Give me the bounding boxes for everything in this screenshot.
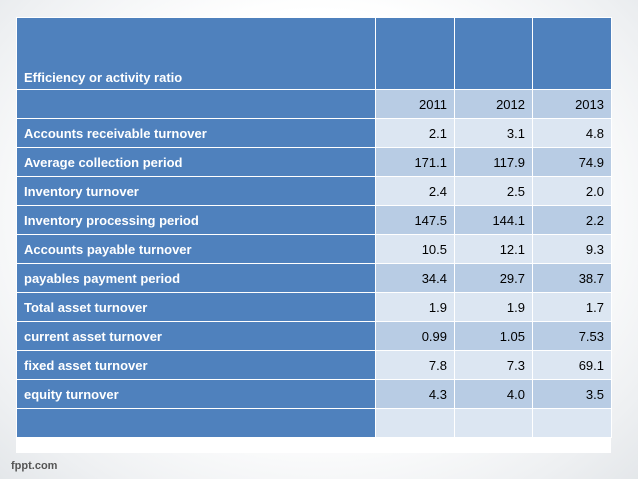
year-row-label-cell [16, 89, 376, 119]
row-value: 1.05 [454, 321, 533, 351]
row-value: 147.5 [375, 205, 455, 235]
row-value: 69.1 [532, 350, 612, 380]
table-title: Efficiency or activity ratio [16, 17, 376, 90]
footer-logo-text: fppt.com [11, 460, 58, 472]
empty-cell [532, 408, 612, 438]
table-row: Inventory turnover 2.4 2.5 2.0 [16, 176, 612, 206]
row-value: 29.7 [454, 263, 533, 293]
row-value: 1.9 [454, 292, 533, 322]
year-row: 2011 2012 2013 [16, 89, 612, 119]
row-value: 34.4 [375, 263, 455, 293]
row-label: current asset turnover [16, 321, 376, 351]
table-row: payables payment period 34.4 29.7 38.7 [16, 263, 612, 293]
table-row: Accounts payable turnover 10.5 12.1 9.3 [16, 234, 612, 264]
row-value: 3.1 [454, 118, 533, 148]
row-label: Accounts receivable turnover [16, 118, 376, 148]
year-2011: 2011 [375, 89, 455, 119]
efficiency-ratio-table: Efficiency or activity ratio 2011 2012 2… [16, 17, 612, 438]
header-empty-cell [454, 17, 533, 90]
row-value: 0.99 [375, 321, 455, 351]
row-value: 2.0 [532, 176, 612, 206]
table-row: fixed asset turnover 7.8 7.3 69.1 [16, 350, 612, 380]
row-label: Total asset turnover [16, 292, 376, 322]
row-label: fixed asset turnover [16, 350, 376, 380]
row-label: Average collection period [16, 147, 376, 177]
table-row: equity turnover 4.3 4.0 3.5 [16, 379, 612, 409]
row-value: 2.1 [375, 118, 455, 148]
header-empty-cell [375, 17, 455, 90]
row-value: 3.5 [532, 379, 612, 409]
row-value: 117.9 [454, 147, 533, 177]
table-row: Inventory processing period 147.5 144.1 … [16, 205, 612, 235]
row-value: 2.5 [454, 176, 533, 206]
row-value: 1.7 [532, 292, 612, 322]
empty-table-row [16, 408, 612, 438]
row-label: payables payment period [16, 263, 376, 293]
row-value: 9.3 [532, 234, 612, 264]
header-empty-cell [532, 17, 612, 90]
table-row: Accounts receivable turnover 2.1 3.1 4.8 [16, 118, 612, 148]
empty-cell [375, 408, 455, 438]
row-value: 4.0 [454, 379, 533, 409]
table-row: Total asset turnover 1.9 1.9 1.7 [16, 292, 612, 322]
row-value: 4.3 [375, 379, 455, 409]
table-row: current asset turnover 0.99 1.05 7.53 [16, 321, 612, 351]
table-header-row: Efficiency or activity ratio [16, 17, 612, 90]
row-value: 74.9 [532, 147, 612, 177]
row-value: 7.3 [454, 350, 533, 380]
row-value: 38.7 [532, 263, 612, 293]
row-value: 7.53 [532, 321, 612, 351]
row-value: 2.2 [532, 205, 612, 235]
row-value: 144.1 [454, 205, 533, 235]
year-2012: 2012 [454, 89, 533, 119]
row-value: 12.1 [454, 234, 533, 264]
row-label: Accounts payable turnover [16, 234, 376, 264]
row-value: 2.4 [375, 176, 455, 206]
table-row: Average collection period 171.1 117.9 74… [16, 147, 612, 177]
row-value: 171.1 [375, 147, 455, 177]
year-2013: 2013 [532, 89, 612, 119]
row-value: 7.8 [375, 350, 455, 380]
row-label: Inventory turnover [16, 176, 376, 206]
row-value: 10.5 [375, 234, 455, 264]
row-value: 4.8 [532, 118, 612, 148]
row-label: Inventory processing period [16, 205, 376, 235]
empty-cell [454, 408, 533, 438]
row-value: 1.9 [375, 292, 455, 322]
ratio-table-container: Efficiency or activity ratio 2011 2012 2… [16, 17, 612, 453]
empty-cell [16, 408, 376, 438]
row-label: equity turnover [16, 379, 376, 409]
